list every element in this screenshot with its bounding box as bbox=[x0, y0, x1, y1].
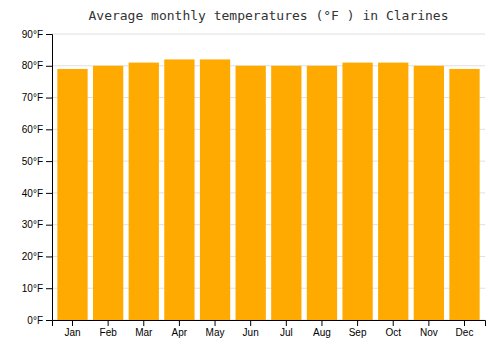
tick-label: 10°F bbox=[22, 283, 43, 294]
tick-mark bbox=[46, 66, 52, 67]
tick-mark bbox=[428, 320, 429, 326]
y-tick: 20°F bbox=[22, 251, 52, 262]
tick-label: Jan bbox=[64, 327, 80, 338]
chart-svg: 0°F 10°F 20°F 30°F 40°F 50°F 60°F 70°F 80°F 90°F J… bbox=[0, 0, 500, 350]
tick-mark bbox=[321, 320, 322, 326]
title: Average monthly temperatures (°F ) in Cl… bbox=[88, 8, 448, 23]
x-tick: Feb bbox=[100, 320, 118, 338]
tick-label: Aug bbox=[313, 327, 331, 338]
bar bbox=[236, 66, 266, 320]
y-tick: 40°F bbox=[22, 188, 52, 199]
y-tick: 30°F bbox=[22, 219, 52, 230]
y-tick: 10°F bbox=[22, 283, 52, 294]
bar bbox=[342, 63, 372, 320]
tick-label: 30°F bbox=[22, 219, 43, 230]
tick-label: 90°F bbox=[22, 29, 43, 40]
tick-label: 40°F bbox=[22, 188, 43, 199]
tick-label: Jul bbox=[280, 327, 293, 338]
bar bbox=[378, 63, 408, 320]
tick-mark bbox=[46, 320, 52, 321]
tick-mark bbox=[393, 320, 394, 326]
axis-line bbox=[46, 35, 53, 321]
bar bbox=[129, 63, 159, 320]
y-tick: 0°F bbox=[27, 315, 52, 326]
x-tick: Jan bbox=[64, 320, 80, 338]
tick-label: 60°F bbox=[22, 124, 43, 135]
tick-label: Feb bbox=[100, 327, 118, 338]
tick-mark bbox=[46, 129, 52, 130]
chart-container: 0°F 10°F 20°F 30°F 40°F 50°F 60°F 70°F 80°F 90°F J… bbox=[0, 0, 500, 350]
tick-label: Sep bbox=[349, 327, 367, 338]
bar bbox=[449, 69, 479, 320]
tick-label: 80°F bbox=[22, 60, 43, 71]
tick-mark bbox=[46, 161, 52, 162]
tick-mark bbox=[215, 320, 216, 326]
grid-line bbox=[52, 34, 485, 35]
tick-mark bbox=[179, 320, 180, 326]
tick-mark bbox=[250, 320, 251, 326]
x-tick: Mar bbox=[135, 320, 153, 338]
tick-label: Dec bbox=[456, 327, 474, 338]
tick-mark bbox=[357, 320, 358, 326]
x-tick: Sep bbox=[349, 320, 367, 338]
x-tick: May bbox=[206, 320, 225, 338]
x-axis: Jan Feb Mar Apr May Jun Jul Aug Sep Oct Nov Dec bbox=[53, 320, 486, 338]
y-tick: 80°F bbox=[22, 60, 52, 71]
bar bbox=[414, 66, 444, 320]
tick-mark bbox=[46, 225, 52, 226]
bars bbox=[57, 59, 479, 320]
bar bbox=[200, 59, 230, 320]
bar bbox=[93, 66, 123, 320]
bar bbox=[57, 69, 87, 320]
tick-mark bbox=[46, 34, 52, 35]
x-tick: Apr bbox=[172, 320, 188, 338]
bar bbox=[307, 66, 337, 320]
x-tick: Jun bbox=[243, 320, 259, 338]
x-tick: Aug bbox=[313, 320, 331, 338]
y-axis: 0°F 10°F 20°F 30°F 40°F 50°F 60°F 70°F 80°F 90°F bbox=[22, 29, 53, 326]
tick-mark bbox=[46, 288, 52, 289]
y-tick: 60°F bbox=[22, 124, 52, 135]
y-tick: 50°F bbox=[22, 156, 52, 167]
bar bbox=[164, 59, 194, 320]
tick-label: May bbox=[206, 327, 225, 338]
tick-mark bbox=[143, 320, 144, 326]
plot: 0°F 10°F 20°F 30°F 40°F 50°F 60°F 70°F 80°F 90°F J… bbox=[22, 29, 486, 338]
tick-label: Nov bbox=[420, 327, 438, 338]
tick-mark bbox=[464, 320, 465, 326]
axis-line bbox=[53, 321, 486, 327]
tick-mark bbox=[46, 193, 52, 194]
tick-label: 70°F bbox=[22, 92, 43, 103]
x-tick: Dec bbox=[456, 320, 474, 338]
tick-mark bbox=[46, 256, 52, 257]
y-tick: 90°F bbox=[22, 29, 52, 40]
tick-mark bbox=[108, 320, 109, 326]
tick-mark bbox=[72, 320, 73, 326]
x-tick: Nov bbox=[420, 320, 438, 338]
tick-label: Apr bbox=[172, 327, 188, 338]
tick-label: 20°F bbox=[22, 251, 43, 262]
bar bbox=[271, 66, 301, 320]
tick-label: Jun bbox=[243, 327, 259, 338]
x-tick: Jul bbox=[280, 320, 293, 338]
x-tick: Oct bbox=[385, 320, 401, 338]
tick-mark bbox=[286, 320, 287, 326]
tick-label: Mar bbox=[135, 327, 153, 338]
tick-label: Oct bbox=[385, 327, 401, 338]
y-tick: 70°F bbox=[22, 92, 52, 103]
tick-label: 0°F bbox=[27, 315, 43, 326]
tick-label: 50°F bbox=[22, 156, 43, 167]
grid bbox=[52, 34, 485, 320]
tick-mark bbox=[46, 98, 52, 99]
